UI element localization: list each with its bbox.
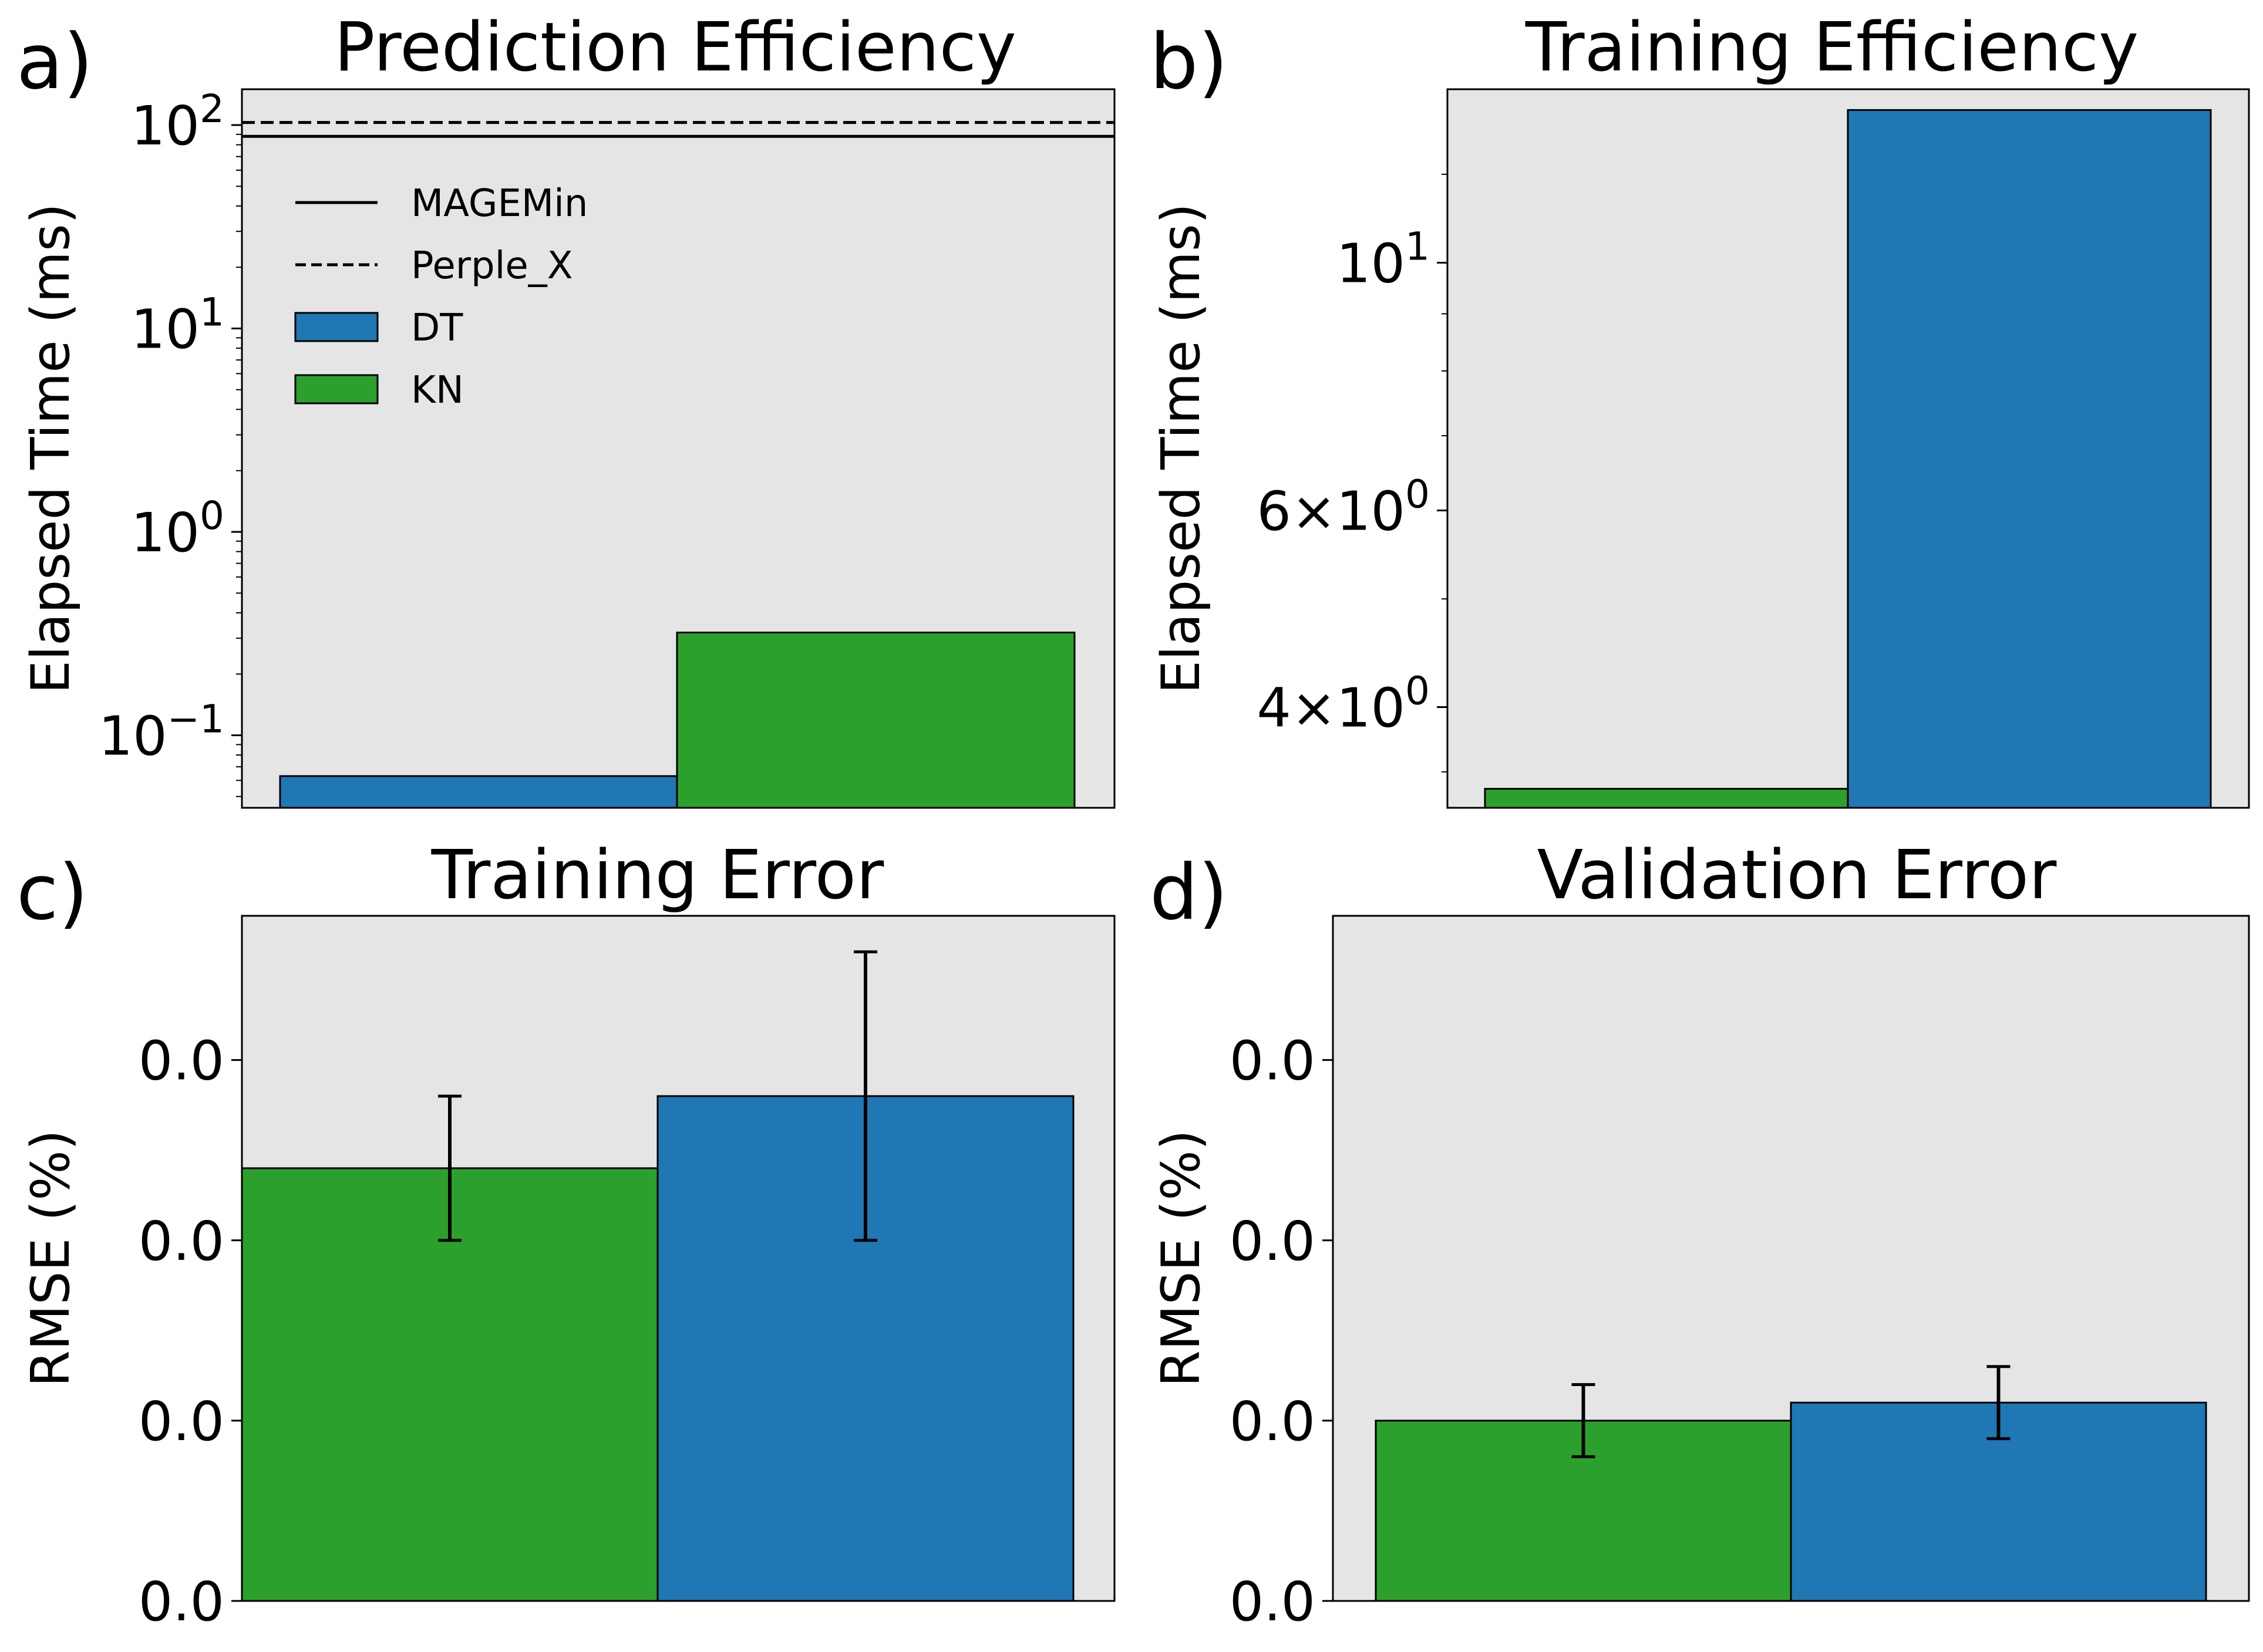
y-axis-label: RMSE (%) bbox=[20, 1130, 82, 1387]
legend: MAGEMin Perple_X DT KN bbox=[294, 182, 588, 412]
y-tick-label: 0.0 bbox=[139, 1570, 224, 1633]
bar-kn bbox=[676, 631, 1076, 809]
panel-a: 10−1 100 101 102 Prediction Efficiency a) Elap… bbox=[16, 8, 1116, 809]
y-tick-label: 0.0 bbox=[1230, 1030, 1315, 1093]
plot-frame bbox=[241, 88, 1116, 809]
y-tick-label: 0.0 bbox=[1230, 1570, 1315, 1633]
chart-title: Validation Error bbox=[1537, 836, 2057, 915]
legend-label: MAGEMin bbox=[411, 182, 588, 225]
plot-frame bbox=[1332, 915, 2250, 1602]
panel-label: a) bbox=[16, 17, 93, 106]
y-tick-label: 0.0 bbox=[139, 1030, 224, 1093]
bar-dt bbox=[1847, 109, 2212, 809]
y-axis-label: Elapsed Time (ms) bbox=[1150, 203, 1212, 694]
panel-b: 4×100 6×100 101 Training Efficiency b) Elapse… bbox=[1150, 8, 2250, 809]
y-axis-label: RMSE (%) bbox=[1150, 1130, 1212, 1387]
y-axis-label: Elapsed Time (ms) bbox=[20, 203, 82, 694]
y-tick-label: 102 bbox=[131, 86, 224, 157]
plot-frame bbox=[1446, 88, 2250, 809]
y-tick-label: 10−1 bbox=[99, 696, 224, 767]
y-tick-label: 0.0 bbox=[139, 1210, 224, 1273]
chart-title: Training Efficiency bbox=[1525, 8, 2139, 87]
chart-title: Training Error bbox=[431, 836, 884, 915]
bar-dt bbox=[279, 775, 678, 809]
panel-c: 0.0 0.0 0.0 0.0 Training Error c) RMSE (%) bbox=[16, 836, 1116, 1633]
y-tick-label: 100 bbox=[131, 493, 224, 564]
panel-label: d) bbox=[1150, 848, 1228, 937]
y-tick-label: 0.0 bbox=[1230, 1210, 1315, 1273]
legend-label: Perple_X bbox=[411, 244, 573, 288]
panel-d: 0.0 0.0 0.0 0.0 Validation Error d) RMSE (%) bbox=[1150, 836, 2250, 1633]
panel-label: c) bbox=[16, 848, 88, 937]
chart-title: Prediction Efficiency bbox=[334, 8, 1016, 87]
plot-frame bbox=[241, 915, 1116, 1602]
legend-swatch-kn bbox=[294, 374, 379, 404]
y-tick-label: 0.0 bbox=[1230, 1390, 1315, 1453]
y-tick-label: 6×100 bbox=[1257, 471, 1430, 542]
legend-label: KN bbox=[411, 369, 464, 412]
y-tick-label: 4×100 bbox=[1257, 668, 1430, 739]
legend-label: DT bbox=[411, 306, 463, 350]
bar-kn bbox=[1484, 788, 1849, 809]
panel-label: b) bbox=[1150, 17, 1228, 106]
legend-swatch-dt bbox=[294, 312, 379, 342]
y-tick-label: 101 bbox=[131, 289, 224, 360]
y-tick-label: 0.0 bbox=[139, 1390, 224, 1453]
y-tick-label: 101 bbox=[1336, 224, 1430, 295]
